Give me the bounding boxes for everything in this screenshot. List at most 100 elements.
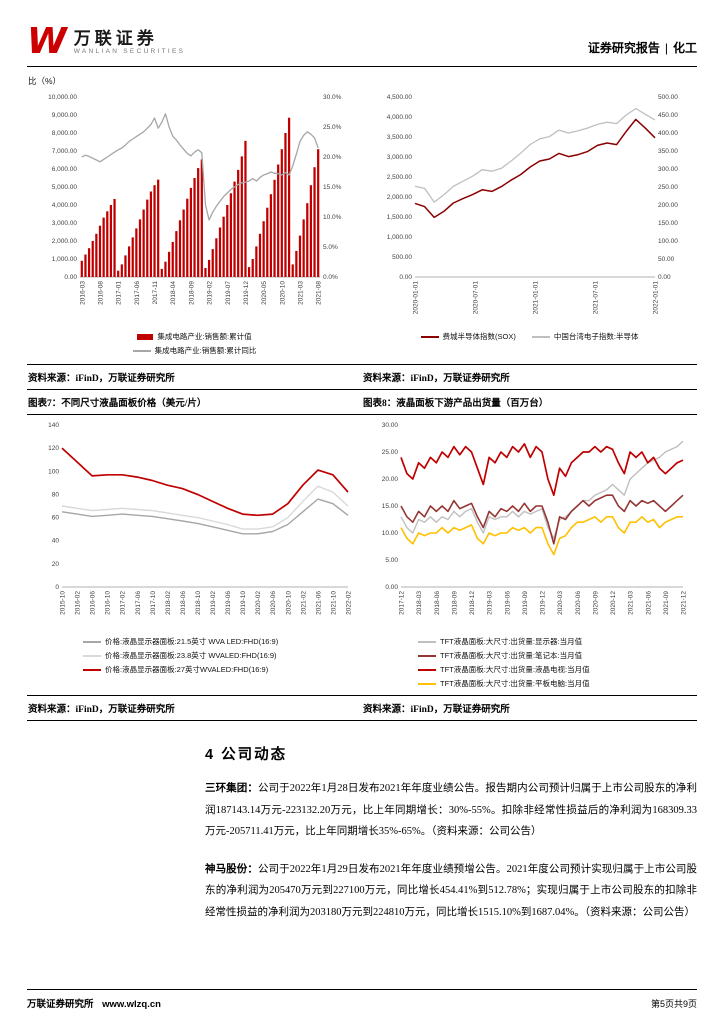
line-swatch-icon (418, 654, 436, 657)
ic-sales-chart-legend: 集成电路产业:销售额:累计值集成电路产业:销售额:累计同比 (132, 331, 257, 356)
svg-text:2019-06: 2019-06 (504, 591, 511, 615)
svg-text:2019-10: 2019-10 (240, 591, 247, 615)
svg-text:2021-01-01: 2021-01-01 (532, 281, 539, 315)
ic-sales-chart: 0.00 1,000.00 2,000.00 3,000.00 4,000.00 5,00… (27, 89, 362, 356)
svg-text:2021-06: 2021-06 (645, 591, 652, 615)
svg-text:50.00: 50.00 (658, 256, 675, 263)
company-name-lead: 三环集团： (205, 783, 258, 795)
company-update-text: 公司于2022年1月28日发布2021年年度业绩公告。报告期内公司预计归属于上市… (205, 783, 698, 838)
panel-price-chart-canvas: 0 20 40 60 80 100 120 140 2015-10 2016-02 2016-06 2… (30, 417, 360, 633)
section-title: 4 公司动态 (205, 747, 288, 764)
svg-text:300.00: 300.00 (658, 166, 678, 173)
svg-text:400.00: 400.00 (658, 130, 678, 137)
svg-text:3,000.00: 3,000.00 (51, 220, 77, 227)
svg-text:2021-03: 2021-03 (297, 281, 304, 305)
svg-text:25.0%: 25.0% (323, 124, 342, 131)
figure-captions-row: 图表7：不同尺寸液晶面板价格（美元/片） 图表8：液晶面板下游产品出货量（百万台… (27, 390, 697, 416)
svg-text:15.0%: 15.0% (323, 184, 342, 191)
svg-text:2017-06: 2017-06 (133, 281, 140, 305)
report-type-label: 证券研究报告 | 化工 (588, 39, 697, 58)
panel-price-chart: 0 20 40 60 80 100 120 140 2015-10 2016-02 2016-06 2… (27, 417, 362, 689)
svg-text:2017-11: 2017-11 (152, 281, 159, 305)
svg-text:2018-09: 2018-09 (188, 281, 195, 305)
source-note-left: 资料来源：iFinD，万联证券研究所 (27, 365, 362, 389)
svg-text:0.00: 0.00 (658, 274, 671, 281)
brand-name-en: WANLIAN SECURITIES (73, 48, 186, 56)
svg-text:2021-08: 2021-08 (315, 281, 322, 305)
top-sources-row: 资料来源：iFinD，万联证券研究所 资料来源：iFinD，万联证券研究所 (27, 364, 697, 391)
svg-text:2020-10: 2020-10 (279, 281, 286, 305)
source-note-left: 资料来源：iFinD，万联证券研究所 (27, 696, 362, 720)
legend-item: 价格:液晶显示器面板:23.8英寸 WVALED:FHD(16:9) (83, 650, 277, 661)
brand-text: 万联证券 WANLIAN SECURITIES (74, 29, 186, 56)
ic-sales-chart-canvas: 0.00 1,000.00 2,000.00 3,000.00 4,000.00 5,00… (30, 89, 360, 331)
svg-text:2018-06: 2018-06 (179, 591, 186, 615)
svg-text:140: 140 (48, 422, 59, 429)
svg-text:20: 20 (51, 561, 59, 568)
line-swatch-icon (132, 349, 151, 352)
svg-text:5.00: 5.00 (385, 557, 398, 564)
svg-text:2016-08: 2016-08 (97, 281, 104, 305)
legend-item: 集成电路产业:销售额:累计值 (137, 331, 252, 342)
company-news-section: 4 公司动态 三环集团：公司于2022年1月28日发布2021年年度业绩公告。报… (205, 743, 697, 939)
svg-text:1,500.00: 1,500.00 (386, 214, 412, 221)
svg-text:2019-06: 2019-06 (225, 591, 232, 615)
svg-text:2022-02: 2022-02 (345, 591, 352, 615)
svg-text:1,000.00: 1,000.00 (51, 256, 77, 263)
source-note-right: 资料来源：iFinD，万联证券研究所 (362, 365, 697, 389)
svg-text:2020-06: 2020-06 (270, 591, 277, 615)
svg-text:2019-12: 2019-12 (539, 591, 546, 615)
svg-text:0.0%: 0.0% (323, 274, 338, 281)
svg-text:2021-02: 2021-02 (300, 591, 307, 615)
svg-text:150.00: 150.00 (658, 220, 678, 227)
figure8-caption: 图表8：液晶面板下游产品出货量（百万台） (362, 390, 697, 414)
page-footer: 万联证券研究所 www.wlzq.cn 第5页共9页 (27, 989, 697, 1010)
brand-logo: W 万联证券 WANLIAN SECURITIES (27, 23, 186, 59)
svg-text:2019-07: 2019-07 (224, 281, 231, 305)
svg-text:10.0%: 10.0% (323, 214, 342, 221)
panel-price-chart-legend: 价格:液晶显示器面板:21.5英寸 WVA LED:FHD(16:9) 价格:液晶… (27, 636, 278, 675)
svg-text:2018-10: 2018-10 (194, 591, 201, 615)
semiconductor-index-chart-legend: 费城半导体指数(SOX) 中国台湾电子指数:半导体 (420, 331, 639, 342)
svg-text:2016-02: 2016-02 (74, 591, 81, 615)
svg-text:9,000.00: 9,000.00 (51, 112, 77, 119)
semiconductor-index-chart: 0.00 500.00 1,000.00 1,500.00 2,000.00 2,500.… (362, 89, 697, 356)
report-header: W 万联证券 WANLIAN SECURITIES 证券研究报告 | 化工 (27, 23, 697, 68)
line-swatch-icon (83, 668, 101, 671)
svg-text:2015-10: 2015-10 (59, 591, 66, 615)
svg-text:40: 40 (51, 538, 59, 545)
svg-text:2020-12: 2020-12 (610, 591, 617, 615)
svg-text:100.00: 100.00 (658, 238, 678, 245)
line-swatch-icon (418, 668, 436, 671)
svg-text:2018-02: 2018-02 (164, 591, 171, 615)
svg-text:4,500.00: 4,500.00 (386, 94, 412, 101)
svg-text:2,000.00: 2,000.00 (386, 194, 412, 201)
svg-text:2021-09: 2021-09 (662, 591, 669, 615)
svg-text:2020-05: 2020-05 (261, 281, 268, 305)
svg-text:4,000.00: 4,000.00 (386, 114, 412, 121)
legend-label: 集成电路产业:销售额:累计同比 (154, 346, 257, 356)
company-name-lead: 神马股份： (205, 863, 258, 875)
footer-left: 万联证券研究所 www.wlzq.cn (27, 996, 161, 1010)
svg-text:2022-01-01: 2022-01-01 (652, 281, 659, 315)
legend-label: 中国台湾电子指数:半导体 (553, 332, 639, 342)
line-swatch-icon (418, 640, 436, 643)
svg-text:15.00: 15.00 (381, 503, 398, 510)
svg-text:2017-12: 2017-12 (398, 591, 405, 615)
svg-text:10.00: 10.00 (381, 530, 398, 537)
line-swatch-icon (531, 335, 550, 338)
legend-item: TFT液晶面板:大尺寸:出货量:笔记本:当月值 (418, 650, 582, 661)
footer-website-link[interactable]: www.wlzq.cn (102, 999, 161, 1010)
legend-item: 价格:液晶显示器面板:27英寸WVALED:FHD(16:9) (83, 664, 268, 675)
svg-text:2019-02: 2019-02 (206, 281, 213, 305)
svg-text:80: 80 (51, 492, 59, 499)
svg-text:60: 60 (51, 515, 59, 522)
svg-text:2018-09: 2018-09 (451, 591, 458, 615)
legend-item: 价格:液晶显示器面板:21.5英寸 WVA LED:FHD(16:9) (83, 636, 278, 647)
svg-text:200.00: 200.00 (658, 202, 678, 209)
svg-text:2016-10: 2016-10 (104, 591, 111, 615)
line-swatch-icon (418, 682, 436, 685)
bottom-sources-row: 资料来源：iFinD，万联证券研究所 资料来源：iFinD，万联证券研究所 (27, 695, 697, 722)
legend-item: TFT液晶面板:大尺寸:出货量:液晶电视:当月值 (418, 664, 590, 675)
